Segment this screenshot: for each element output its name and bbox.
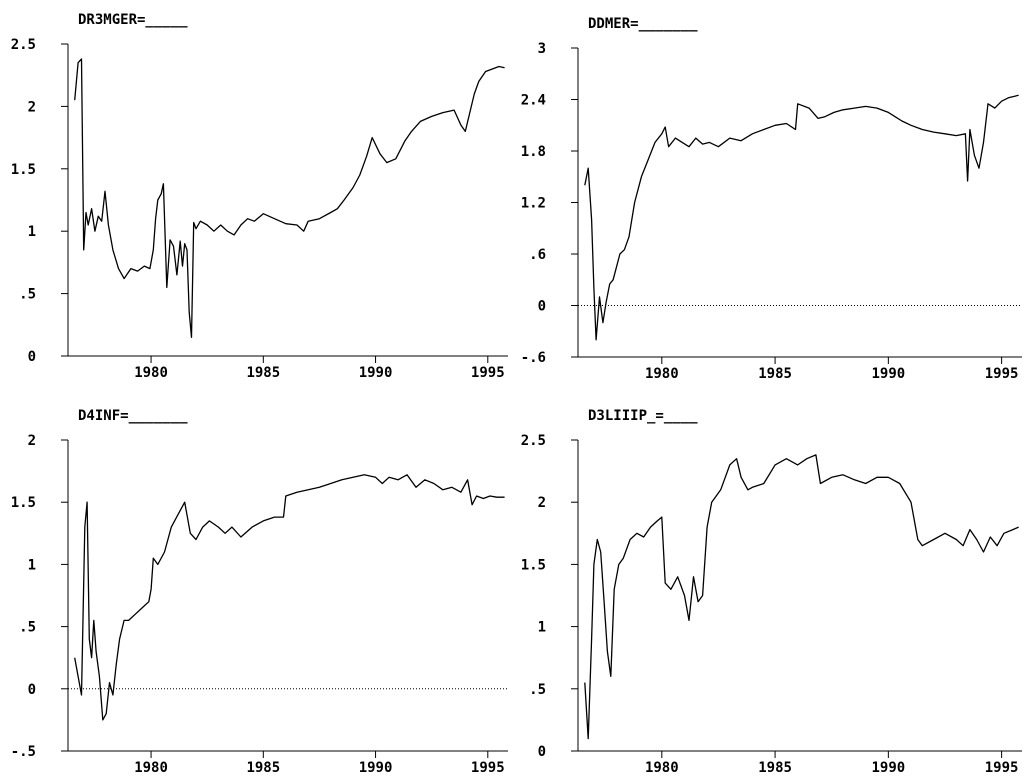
y-tick-label: -.6: [521, 350, 546, 366]
x-tick-label: 1980: [645, 366, 679, 382]
x-tick-label: 1990: [871, 366, 905, 382]
y-tick-label: .6: [529, 247, 546, 263]
y-tick-label: 3: [538, 41, 546, 57]
y-tick-label: .5: [19, 287, 36, 303]
y-tick-label: 1: [28, 557, 36, 573]
x-tick-label: 1995: [985, 366, 1019, 382]
y-tick-label: .5: [529, 682, 546, 698]
y-tick-label: 1: [538, 620, 546, 636]
series-line: [584, 454, 1019, 740]
y-tick-label: .5: [19, 620, 36, 636]
x-tick-label: 1985: [246, 365, 280, 381]
chart-title: D4INF=_______: [78, 408, 188, 424]
x-tick-label: 1985: [758, 366, 792, 382]
x-tick-label: 1980: [134, 365, 168, 381]
y-tick-label: 0: [28, 682, 36, 698]
chart-title: DR3MGER=_____: [78, 12, 188, 28]
chart-panel-4: D3LIIIP_=____ 0 .5 1 1.5 2 2.5 1980 1985 1990 1995: [521, 408, 1022, 776]
y-tick-label: 1.2: [521, 196, 546, 212]
chart-panel-1: DR3MGER=_____ 0 .5 1 1.5 2 2.5 1980 1985 1990 1995: [11, 12, 508, 381]
series-line: [74, 474, 505, 721]
y-tick-label: 1.5: [11, 495, 36, 511]
chart-panel-2: DDMER=_______ -.6 0 .6 1.2 1.8 2.4 3 1980 1985 199…: [521, 16, 1022, 382]
y-tick-label: 2.5: [521, 433, 546, 449]
x-tick-label: 1990: [359, 760, 393, 776]
x-tick-label: 1985: [246, 760, 280, 776]
x-tick-label: 1995: [471, 365, 505, 381]
series-line: [74, 58, 505, 338]
y-tick-label: 2: [538, 495, 546, 511]
y-tick-label: 0: [538, 744, 546, 760]
chart-title: D3LIIIP_=____: [588, 408, 698, 424]
y-tick-label: 1.5: [11, 162, 36, 178]
x-tick-label: 1990: [359, 365, 393, 381]
y-tick-label: 0: [538, 299, 546, 315]
chart-title: DDMER=_______: [588, 16, 698, 32]
y-tick-label: 1: [28, 224, 36, 240]
y-tick-label: 2.5: [11, 37, 36, 53]
y-tick-label: 2: [28, 99, 36, 115]
y-tick-label: -.5: [11, 744, 36, 760]
x-tick-label: 1980: [134, 760, 168, 776]
y-tick-label: 0: [28, 349, 36, 365]
y-tick-label: 2: [28, 433, 36, 449]
x-tick-label: 1995: [471, 760, 505, 776]
x-tick-label: 1995: [985, 760, 1019, 776]
series-line: [584, 94, 1019, 341]
x-tick-label: 1990: [871, 760, 905, 776]
y-tick-label: 1.8: [521, 144, 546, 160]
y-tick-label: 1.5: [521, 557, 546, 573]
x-tick-label: 1985: [758, 760, 792, 776]
y-tick-label: 2.4: [521, 93, 546, 109]
x-tick-label: 1980: [645, 760, 679, 776]
chart-panel-3: D4INF=_______ -.5 0 .5 1 1.5 2 1980 1985 1990 1995: [11, 408, 508, 776]
